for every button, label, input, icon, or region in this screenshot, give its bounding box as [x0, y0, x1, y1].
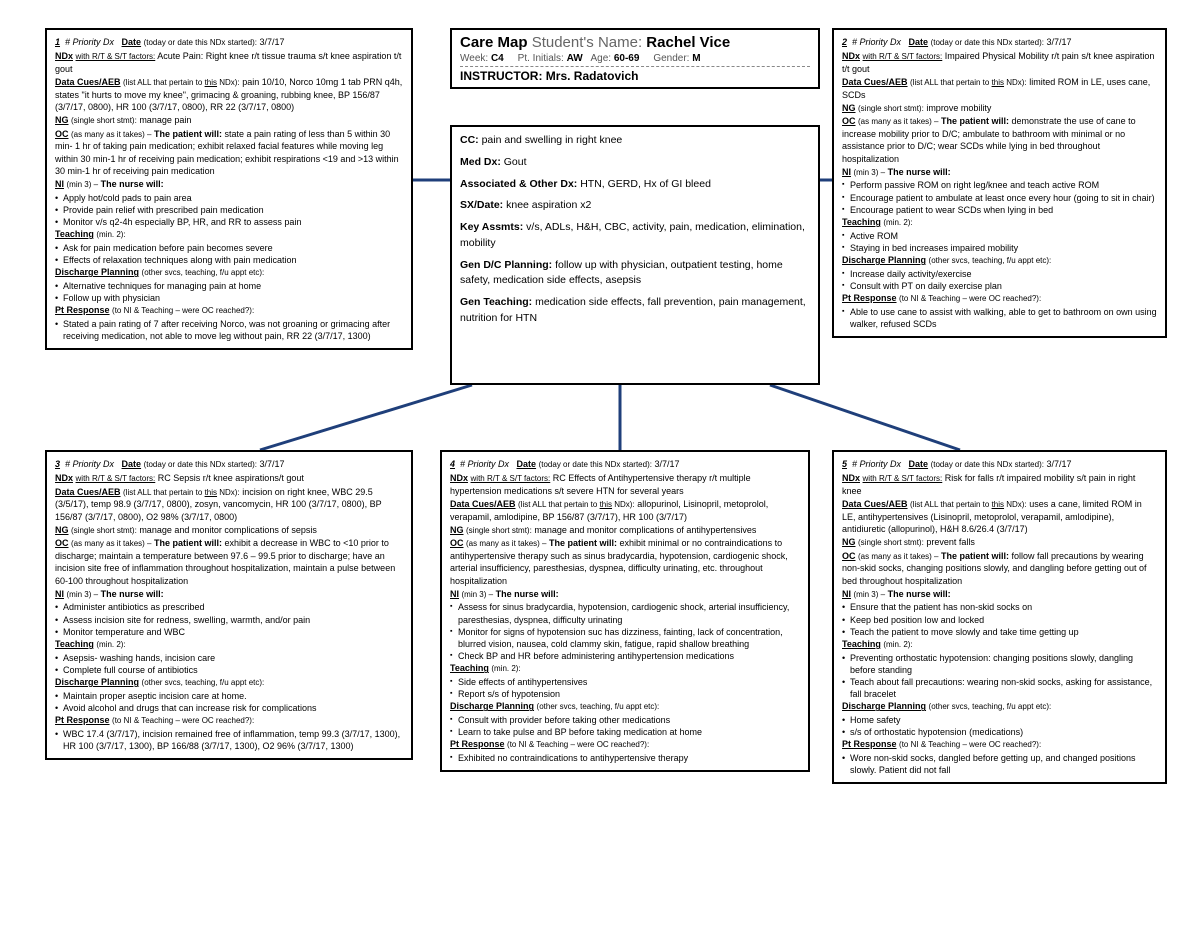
list-item: Perform passive ROM on right leg/knee an… [842, 179, 1157, 191]
list-item: Exhibited no contraindications to antihy… [450, 752, 800, 764]
list-item: WBC 17.4 (3/7/17), incision remained fre… [55, 728, 403, 752]
list-item: Teach the patient to move slowly and tak… [842, 626, 1157, 638]
dx-box-2: 2 # Priority Dx Date (today or date this… [832, 28, 1167, 338]
list-item: Monitor for signs of hypotension suc has… [450, 626, 800, 650]
instructor-value: Mrs. Radatovich [546, 69, 639, 83]
dx-box-5: 5 # Priority Dx Date (today or date this… [832, 450, 1167, 784]
list-item: Learn to take pulse and BP before taking… [450, 726, 800, 738]
list-item: Provide pain relief with prescribed pain… [55, 204, 403, 216]
age-label: Age: [590, 53, 611, 64]
dx-box-1: 1 # Priority Dx Date (today or date this… [45, 28, 413, 350]
list-item: Staying in bed increases impaired mobili… [842, 242, 1157, 254]
sx-value: knee aspiration x2 [506, 199, 591, 211]
list-item: Monitor v/s q2-4h especially BP, HR, and… [55, 216, 403, 228]
list-item: Complete full course of antibiotics [55, 664, 403, 676]
list-item: Avoid alcohol and drugs that can increas… [55, 702, 403, 714]
pt-label: Pt. Initials: [518, 53, 564, 64]
list-item: Ensure that the patient has non-skid soc… [842, 601, 1157, 613]
gender-label: Gender: [653, 53, 689, 64]
list-item: Asepsis- washing hands, incision care [55, 652, 403, 664]
list-item: Side effects of antihypertensives [450, 676, 800, 688]
week-label: Week: [460, 53, 488, 64]
list-item: Apply hot/cold pads to pain area [55, 192, 403, 204]
list-item: Increase daily activity/exercise [842, 268, 1157, 280]
student-name: Rachel Vice [646, 34, 730, 51]
list-item: Wore non-skid socks, dangled before gett… [842, 752, 1157, 776]
list-item: Encourage patient to ambulate at least o… [842, 192, 1157, 204]
list-item: Able to use cane to assist with walking,… [842, 306, 1157, 330]
list-item: Ask for pain medication before pain beco… [55, 242, 403, 254]
sx-label: SX/Date: [460, 199, 503, 211]
list-item: Consult with provider before taking othe… [450, 714, 800, 726]
instructor-label: INSTRUCTOR: [460, 69, 542, 83]
dx-box-3: 3 # Priority Dx Date (today or date this… [45, 450, 413, 760]
dc-label: Gen D/C Planning: [460, 259, 552, 271]
cc-value: pain and swelling in right knee [482, 134, 623, 146]
list-item: Teach about fall precautions: wearing no… [842, 676, 1157, 700]
teach-label: Gen Teaching: [460, 296, 532, 308]
list-item: Assess for sinus bradycardia, hypotensio… [450, 601, 800, 625]
list-item: Maintain proper aseptic incision care at… [55, 690, 403, 702]
med-label: Med Dx: [460, 156, 501, 168]
list-item: Active ROM [842, 230, 1157, 242]
list-item: Alternative techniques for managing pain… [55, 280, 403, 292]
list-item: Check BP and HR before administering ant… [450, 650, 800, 662]
list-item: Home safety [842, 714, 1157, 726]
gender-value: M [692, 53, 700, 64]
assoc-label: Associated & Other Dx: [460, 178, 577, 190]
list-item: Encourage patient to wear SCDs when lyin… [842, 204, 1157, 216]
list-item: Effects of relaxation techniques along w… [55, 254, 403, 266]
key-label: Key Assmts: [460, 221, 523, 233]
list-item: Stated a pain rating of 7 after receivin… [55, 318, 403, 342]
list-item: Administer antibiotics as prescribed [55, 601, 403, 613]
list-item: s/s of orthostatic hypotension (medicati… [842, 726, 1157, 738]
age-value: 60-69 [614, 53, 640, 64]
med-value: Gout [504, 156, 527, 168]
center-box: CC: pain and swelling in right knee Med … [450, 125, 820, 385]
assoc-value: HTN, GERD, Hx of GI bleed [580, 178, 711, 190]
list-item: Report s/s of hypotension [450, 688, 800, 700]
dx-box-4: 4 # Priority Dx Date (today or date this… [440, 450, 810, 772]
header-box: Care Map Student's Name: Rachel Vice Wee… [450, 28, 820, 89]
caremap-title: Care Map [460, 34, 528, 51]
list-item: Monitor temperature and WBC [55, 626, 403, 638]
list-item: Consult with PT on daily exercise plan [842, 280, 1157, 292]
student-label: Student's Name: [532, 34, 642, 51]
pt-value: AW [567, 53, 583, 64]
list-item: Follow up with physician [55, 292, 403, 304]
list-item: Keep bed position low and locked [842, 614, 1157, 626]
cc-label: CC: [460, 134, 479, 146]
list-item: Preventing orthostatic hypotension: chan… [842, 652, 1157, 676]
list-item: Assess incision site for redness, swelli… [55, 614, 403, 626]
week-value: C4 [491, 53, 504, 64]
